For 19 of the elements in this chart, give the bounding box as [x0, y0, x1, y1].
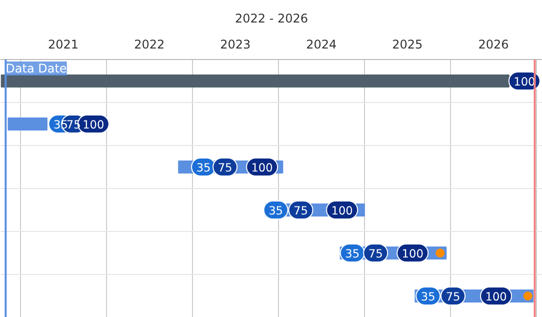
- text: 35: [268, 204, 284, 218]
- point: [523, 292, 532, 300]
- text: 75: [446, 290, 460, 304]
- x-tick-label: 2021: [48, 38, 79, 52]
- text: 35: [420, 290, 436, 304]
- bar: [0, 74, 510, 88]
- series-label: 35: [345, 246, 360, 260]
- x-tick-label: 2024: [306, 38, 337, 52]
- x-tick-label: 2023: [220, 38, 251, 52]
- series-label: 75: [368, 246, 383, 260]
- x-tick-label: 2025: [392, 38, 423, 52]
- point: [436, 248, 445, 258]
- x-tick-label: 2026: [478, 38, 509, 52]
- ref-line-label: Data Date: [6, 62, 67, 76]
- text: 2022 - 2026: [234, 12, 308, 26]
- text: 35: [196, 160, 211, 174]
- text: 75: [294, 204, 308, 218]
- x-tick-label: 2022: [134, 38, 165, 52]
- text: 75: [218, 160, 232, 174]
